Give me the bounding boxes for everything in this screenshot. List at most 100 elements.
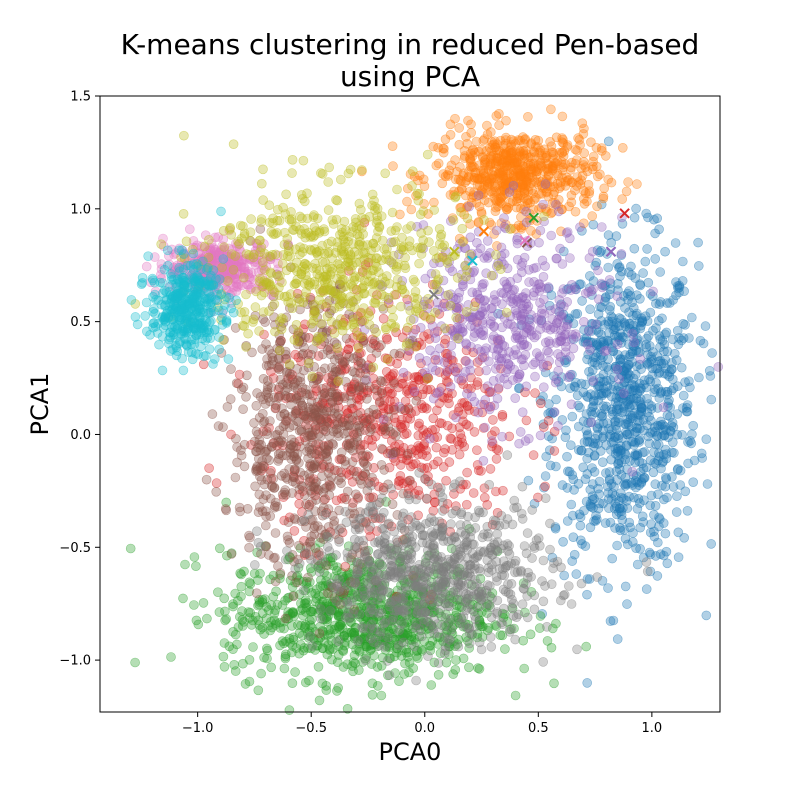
data-point-cluster-0 (598, 401, 609, 411)
data-point-cluster-0 (626, 436, 637, 447)
data-point-cluster-4 (409, 386, 420, 397)
data-point-cluster-1 (511, 156, 522, 167)
data-point-cluster-0 (611, 231, 622, 241)
data-point-cluster-7 (414, 467, 425, 478)
data-point-cluster-4 (420, 273, 431, 284)
data-point-cluster-0 (642, 316, 653, 326)
data-point-cluster-3 (211, 478, 222, 488)
data-point-cluster-1 (485, 127, 496, 137)
data-point-cluster-0 (657, 313, 667, 324)
data-point-cluster-3 (413, 430, 424, 441)
data-point-cluster-5 (273, 392, 284, 403)
data-point-cluster-0 (651, 323, 661, 333)
data-point-cluster-4 (415, 322, 426, 333)
data-point-cluster-0 (650, 500, 661, 511)
data-point-cluster-0 (566, 499, 577, 510)
data-point-cluster-5 (280, 485, 291, 495)
data-point-cluster-2 (268, 591, 279, 602)
data-point-cluster-5 (253, 453, 264, 464)
data-point-cluster-4 (439, 357, 450, 368)
data-point-cluster-7 (426, 479, 437, 490)
data-point-cluster-0 (671, 277, 681, 287)
data-point-cluster-0 (639, 375, 650, 386)
data-point-cluster-0 (603, 230, 614, 240)
data-point-cluster-0 (591, 510, 601, 521)
data-point-cluster-2 (253, 600, 263, 611)
data-point-cluster-5 (342, 427, 353, 437)
data-point-cluster-5 (351, 489, 361, 500)
data-point-cluster-5 (383, 411, 394, 422)
data-point-cluster-2 (191, 561, 201, 572)
data-point-cluster-3 (457, 437, 468, 448)
data-point-cluster-0 (540, 471, 551, 481)
data-point-cluster-4 (467, 315, 478, 325)
data-point-cluster-0 (646, 415, 656, 426)
data-point-cluster-0 (671, 507, 682, 517)
data-point-cluster-0 (618, 365, 628, 376)
data-point-cluster-7 (384, 670, 395, 680)
data-point-cluster-0 (622, 414, 633, 425)
data-point-cluster-0 (666, 385, 677, 396)
data-point-cluster-4 (618, 388, 629, 399)
data-point-cluster-0 (688, 477, 699, 488)
data-point-cluster-0 (634, 347, 645, 357)
data-point-cluster-0 (603, 136, 614, 147)
data-point-cluster-2 (404, 658, 415, 668)
data-point-cluster-1 (570, 206, 581, 217)
data-point-cluster-0 (684, 333, 694, 343)
data-point-cluster-0 (660, 246, 670, 257)
data-point-cluster-0 (591, 514, 602, 525)
data-point-cluster-5 (280, 613, 291, 624)
data-point-cluster-5 (342, 486, 353, 497)
data-point-cluster-0 (605, 429, 616, 440)
data-point-cluster-1 (570, 144, 581, 155)
data-point-cluster-0 (570, 309, 581, 319)
data-point-cluster-5 (405, 475, 415, 486)
data-point-cluster-2 (237, 621, 248, 631)
data-point-cluster-0 (693, 237, 703, 248)
data-point-cluster-0 (654, 224, 664, 235)
data-point-cluster-0 (616, 506, 627, 517)
data-point-cluster-0 (654, 514, 665, 524)
data-point-cluster-2 (253, 615, 264, 626)
data-point-cluster-0 (653, 356, 664, 367)
data-point-cluster-1 (437, 178, 448, 189)
data-point-cluster-0 (676, 362, 687, 373)
data-point-cluster-4 (590, 319, 601, 330)
data-point-cluster-4 (473, 407, 484, 418)
data-point-cluster-5 (270, 403, 281, 414)
data-point-cluster-2 (314, 695, 325, 706)
data-point-cluster-7 (529, 604, 540, 615)
data-point-cluster-5 (318, 394, 329, 404)
data-point-cluster-0 (587, 365, 598, 375)
data-point-cluster-5 (291, 394, 301, 404)
data-point-cluster-2 (348, 657, 359, 667)
data-point-cluster-0 (608, 615, 619, 626)
data-point-cluster-1 (588, 161, 598, 172)
data-point-cluster-4 (512, 330, 522, 341)
data-point-cluster-0 (637, 447, 648, 458)
data-point-cluster-0 (605, 301, 616, 312)
data-point-cluster-0 (608, 372, 619, 383)
data-point-cluster-0 (613, 450, 623, 461)
data-point-cluster-0 (688, 420, 699, 431)
data-point-cluster-0 (661, 449, 672, 459)
data-point-cluster-0 (596, 409, 607, 419)
data-point-cluster-1 (623, 177, 633, 187)
data-point-cluster-1 (454, 123, 465, 133)
data-point-cluster-1 (406, 204, 417, 215)
data-point-cluster-0 (641, 584, 652, 594)
data-point-cluster-0 (652, 537, 663, 548)
data-point-cluster-4 (529, 287, 539, 298)
data-point-cluster-0 (562, 451, 572, 462)
data-point-cluster-7 (641, 557, 652, 567)
data-point-cluster-5 (254, 435, 265, 446)
data-point-cluster-0 (655, 334, 666, 345)
data-point-cluster-0 (595, 247, 605, 258)
data-point-cluster-0 (671, 290, 681, 301)
data-point-cluster-4 (553, 420, 563, 431)
data-point-cluster-4 (548, 322, 559, 333)
data-point-cluster-4 (464, 201, 474, 212)
data-point-cluster-0 (615, 525, 626, 536)
data-point-cluster-0 (701, 610, 712, 621)
